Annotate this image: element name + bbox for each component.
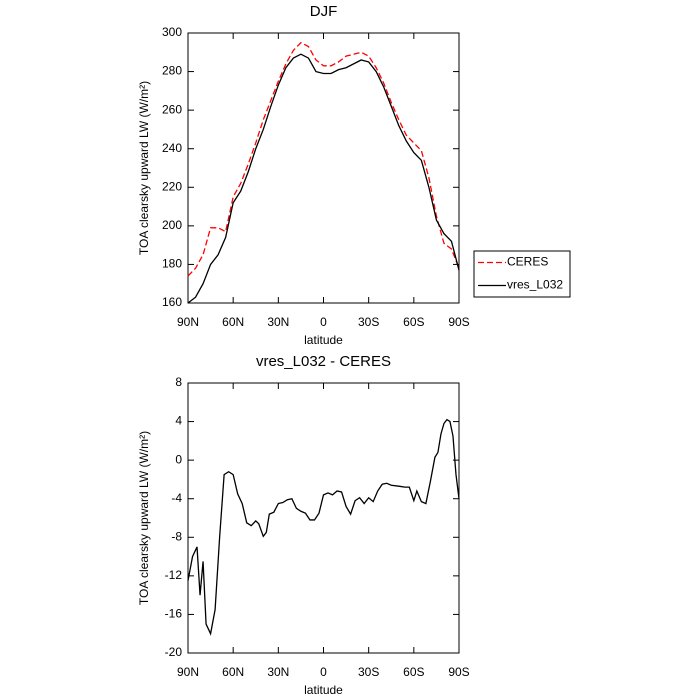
- x-tick-label: 0: [320, 665, 327, 679]
- plot-frame: [187, 382, 460, 654]
- y-tick-label: 220: [162, 179, 182, 193]
- x-tick-label: 90N: [177, 315, 199, 329]
- y-tick-label: 160: [162, 295, 182, 309]
- x-tick-label: 60N: [222, 665, 244, 679]
- x-axis-label: latitude: [304, 333, 343, 347]
- x-tick-label: 90N: [177, 665, 199, 679]
- x-tick-label: 30N: [267, 315, 289, 329]
- data-line: [187, 41, 460, 277]
- y-tick-label: 8: [175, 375, 182, 389]
- y-tick-label: -16: [165, 607, 183, 621]
- data-line: [187, 418, 460, 636]
- y-tick-label: 240: [162, 141, 182, 155]
- x-tick-label: 60N: [222, 315, 244, 329]
- y-tick-label: -20: [165, 645, 183, 659]
- x-tick-label: 90S: [448, 315, 469, 329]
- x-tick-label: 30S: [358, 315, 379, 329]
- y-axis-label: TOA clearsky upward LW (W/m²): [137, 81, 151, 255]
- legend-label: CERES: [507, 255, 548, 269]
- y-tick-label: 280: [162, 64, 182, 78]
- y-tick-label: -12: [165, 568, 183, 582]
- chart-title: vres_L032 - CERES: [256, 353, 391, 370]
- chart-title: DJF: [310, 3, 338, 20]
- legend-box: [473, 250, 571, 298]
- x-tick-label: 0: [320, 315, 327, 329]
- data-line: [187, 53, 460, 304]
- y-tick-label: 0: [175, 452, 182, 466]
- y-tick-label: 300: [162, 25, 182, 39]
- x-tick-label: 30S: [358, 665, 379, 679]
- x-tick-label: 60S: [403, 665, 424, 679]
- y-tick-label: 200: [162, 218, 182, 232]
- y-tick-label: 180: [162, 257, 182, 271]
- legend-label: vres_L032: [507, 278, 563, 292]
- y-tick-label: -8: [171, 529, 182, 543]
- x-tick-label: 60S: [403, 315, 424, 329]
- y-axis-label: TOA clearsky upward LW (W/m²): [137, 431, 151, 605]
- y-tick-label: 260: [162, 102, 182, 116]
- y-tick-label: 4: [175, 414, 182, 428]
- y-tick-label: -4: [171, 491, 182, 505]
- plot-frame: [187, 32, 460, 304]
- x-tick-label: 30N: [267, 665, 289, 679]
- x-tick-label: 90S: [448, 665, 469, 679]
- x-axis-label: latitude: [304, 683, 343, 697]
